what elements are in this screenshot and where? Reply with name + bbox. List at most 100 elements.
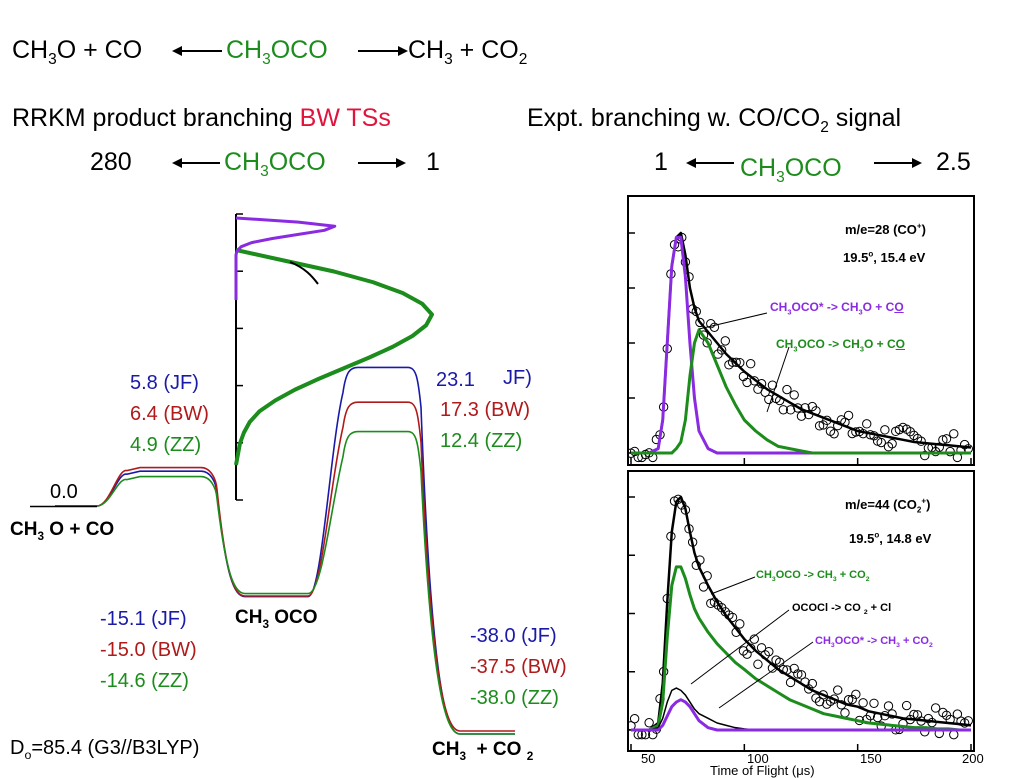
data-point: [716, 345, 727, 355]
arrow-right-icon: [358, 46, 408, 56]
energy-diagram: [30, 213, 515, 735]
bottom-label-green: CH3OCO -> CH3 + CO2: [756, 569, 870, 584]
top-conditions: 19.5o, 15.4 eV: [843, 249, 926, 265]
data-point: [818, 690, 828, 700]
data-point: [720, 336, 730, 346]
data-point: [629, 713, 640, 724]
data-point: [727, 357, 738, 367]
well-bw: -15.0 (BW): [100, 639, 197, 661]
data-point: [731, 357, 741, 368]
reactants-label: CH3 O + CO: [10, 519, 115, 543]
inset-purple-curve: [234, 216, 337, 300]
data-point: [949, 429, 959, 439]
intermediate-label: CH3 OCO: [235, 607, 318, 631]
label-leader-line: [718, 641, 814, 709]
data-point: [869, 698, 879, 708]
expt-center: CH3OCO: [740, 154, 842, 186]
data-point: [941, 434, 952, 444]
data-point: [829, 429, 839, 439]
data-point: [745, 359, 756, 369]
data-point: [796, 670, 807, 680]
data-point: [778, 405, 789, 415]
data-point: [706, 319, 716, 329]
x-tick-label-50: 50: [641, 751, 656, 766]
data-point: [709, 322, 720, 332]
rrkm-highlight: BW TSs: [299, 104, 391, 132]
expt-title: Expt. branching w. CO/CO2 signal: [527, 104, 902, 136]
x-tick-label-100: 100: [747, 751, 769, 766]
x-tick-label-200: 200: [962, 751, 984, 766]
bottom-label-purple: CH3OCO* -> CH3 + CO2: [815, 635, 933, 650]
data-point: [698, 330, 709, 340]
ts1-zz: 4.9 (ZZ): [130, 434, 202, 456]
x-tick-label-150: 150: [860, 751, 882, 766]
inset-black-curve: [289, 261, 319, 285]
bottom-label-black: OCOCl -> CO 2 + Cl: [792, 602, 892, 617]
arrow-right-icon: [358, 158, 406, 168]
label-leader-line: [710, 576, 756, 595]
ts2-bw: 17.3 (BW): [440, 399, 531, 421]
bottom-conditions: 19.5o, 14.8 eV: [849, 530, 932, 546]
footnote: Do=85.4 (G3//B3LYP): [10, 737, 200, 762]
label-leader-line: [698, 312, 768, 330]
prod-zz: -38.0 (ZZ): [470, 687, 559, 709]
label-leader-line: [766, 346, 790, 413]
data-point: [949, 729, 959, 740]
data-point: [796, 411, 807, 421]
inset-green-curve: [234, 248, 434, 466]
data-point: [876, 437, 886, 448]
tof-plot-bottom: [629, 494, 973, 750]
rrkm-left-value: 280: [90, 148, 132, 176]
data-point: [920, 450, 930, 461]
top-label-purple: CH3OCO* -> CH3O + CO: [770, 300, 904, 317]
rrkm-right-value: 1: [426, 148, 440, 176]
top-label-green: CH3OCO -> CH3O + CO: [776, 337, 905, 354]
tof-series-2: [631, 687, 971, 731]
data-point: [814, 421, 825, 431]
data-point: [883, 701, 894, 711]
data-point: [644, 718, 654, 728]
top-title: m/e=28 (CO+): [845, 221, 926, 237]
data-point: [887, 439, 897, 449]
data-point: [702, 338, 712, 348]
data-point: [807, 678, 818, 689]
data-point: [833, 685, 843, 695]
ts2-jf-value: 23.1: [436, 369, 475, 391]
well-jf: -15.1 (JF): [100, 608, 187, 630]
data-point: [785, 405, 796, 415]
reaction-right: CH3 + CO2: [408, 36, 528, 68]
bottom-title: m/e=44 (CO2+): [845, 496, 931, 515]
ts1-jf: 5.8 (JF): [130, 372, 199, 394]
data-point: [829, 694, 839, 704]
data-point: [930, 703, 941, 713]
rrkm-prefix: RRKM product branching: [12, 104, 300, 132]
reaction-center: CH3OCO: [226, 36, 328, 68]
well-zz: -14.6 (ZZ): [100, 670, 189, 692]
data-point: [934, 442, 944, 452]
data-point: [847, 694, 857, 705]
data-point: [880, 425, 890, 435]
data-point: [887, 709, 897, 719]
expt-right-value: 2.5: [936, 148, 971, 176]
tof-plot-top: [629, 231, 973, 464]
energy-profile-jf: [55, 366, 515, 735]
reaction-left: CH3O + CO: [12, 36, 143, 68]
tof-panel-top: m/e=28 (CO+) 19.5o, 15.4 eV CH3OCO* -> C…: [627, 195, 975, 466]
energy-profile-zz: [55, 430, 515, 735]
data-point: [782, 384, 792, 395]
ts2-jf-tag: JF): [503, 367, 532, 389]
arrow-left-icon: [686, 158, 734, 168]
data-point: [901, 700, 912, 711]
tof-series-1: [631, 565, 971, 732]
data-point: [843, 410, 854, 421]
data-point: [862, 419, 872, 429]
prod-bw: -37.5 (BW): [470, 656, 567, 678]
data-point: [793, 403, 803, 413]
arrow-left-icon: [172, 158, 220, 168]
rrkm-center: CH3OCO: [224, 148, 326, 180]
prod-jf: -38.0 (JF): [470, 625, 557, 647]
tof-series-3: [631, 698, 971, 732]
reactants-energy: 0.0: [50, 481, 78, 503]
data-point: [735, 619, 745, 629]
data-point: [764, 394, 774, 405]
